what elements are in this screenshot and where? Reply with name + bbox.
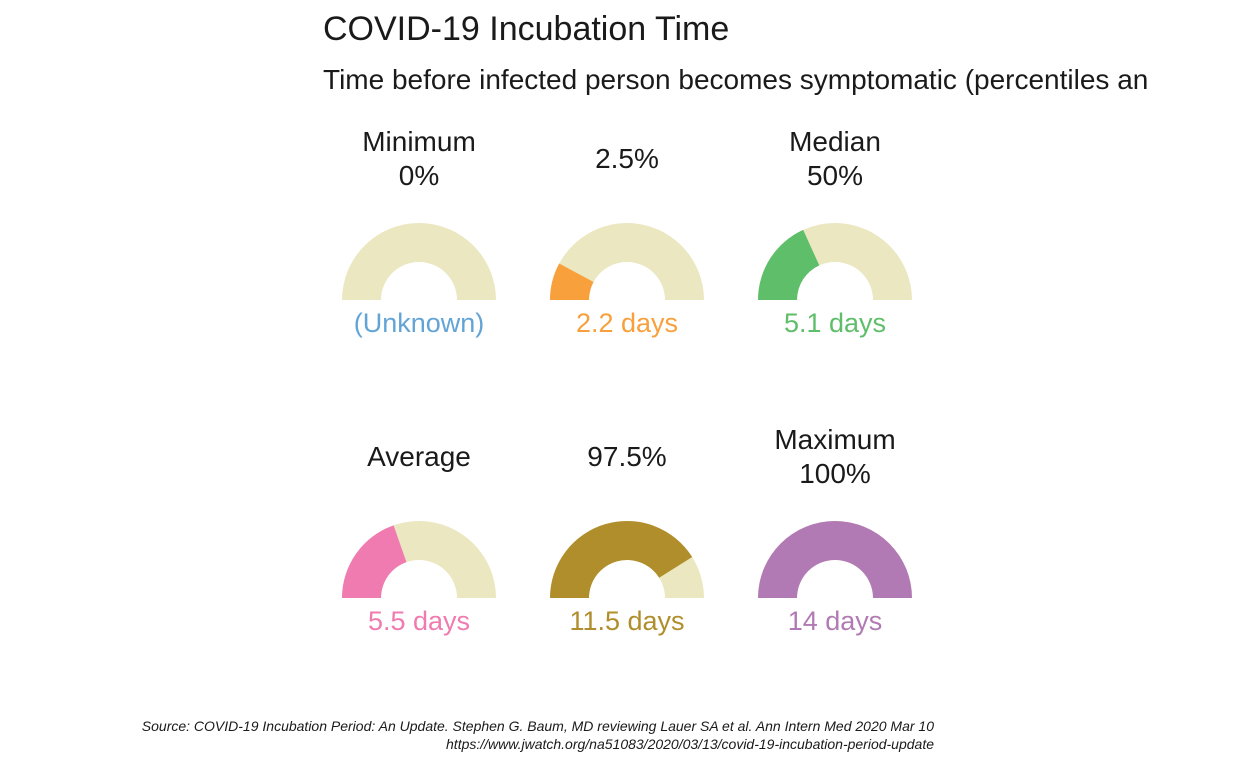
gauge-dial bbox=[758, 521, 912, 598]
gauge-fill bbox=[550, 263, 594, 300]
gauge-label-line: 97.5% bbox=[587, 441, 667, 472]
gauge-label-line: Maximum bbox=[774, 424, 896, 455]
gauge-fill bbox=[758, 229, 820, 300]
gauge-label-line: 50% bbox=[806, 160, 864, 191]
gauge-value: (Unknown) bbox=[353, 308, 485, 338]
gauge-dial bbox=[550, 521, 704, 598]
source-note: Source: COVID-19 Incubation Period: An U… bbox=[142, 717, 934, 753]
gauge-label: Average bbox=[299, 440, 539, 474]
gauge-dial bbox=[342, 521, 496, 598]
gauge-dial bbox=[758, 223, 912, 300]
gauge-label-line: 2.5% bbox=[595, 143, 659, 174]
gauge-value: 5.5 days bbox=[367, 606, 471, 636]
gauge-label-line: Minimum bbox=[362, 126, 476, 157]
gauge-fill bbox=[550, 521, 693, 598]
gauge-label: 97.5% bbox=[507, 440, 747, 474]
gauge-value: 11.5 days bbox=[569, 606, 685, 636]
gauge-value: 14 days bbox=[787, 606, 883, 636]
gauge-fill bbox=[758, 521, 912, 598]
gauge-label-line: 100% bbox=[799, 458, 871, 489]
gauge-label-line: Median bbox=[789, 126, 881, 157]
chart-title: COVID-19 Incubation Time bbox=[323, 10, 730, 48]
gauge-label-line: Average bbox=[367, 441, 471, 472]
gauge-dial bbox=[342, 223, 496, 300]
source-line: Source: COVID-19 Incubation Period: An U… bbox=[141, 718, 934, 734]
gauge-fill bbox=[342, 525, 407, 598]
gauge-value: 5.1 days bbox=[783, 308, 887, 338]
gauge-track bbox=[342, 223, 496, 300]
gauge-label: Minimum 0% bbox=[299, 125, 539, 193]
gauge-label: Maximum 100% bbox=[715, 423, 955, 491]
source-url: https://www.jwatch.org/na51083/2020/03/1… bbox=[446, 736, 934, 752]
gauge-label: 2.5% bbox=[507, 142, 747, 176]
gauge-dial bbox=[550, 223, 704, 300]
gauge-label: Median 50% bbox=[715, 125, 955, 193]
gauge-label-line: 0% bbox=[398, 160, 440, 191]
chart-subtitle: Time before infected person becomes symp… bbox=[323, 64, 1149, 95]
gauge-value: 2.2 days bbox=[575, 308, 679, 338]
